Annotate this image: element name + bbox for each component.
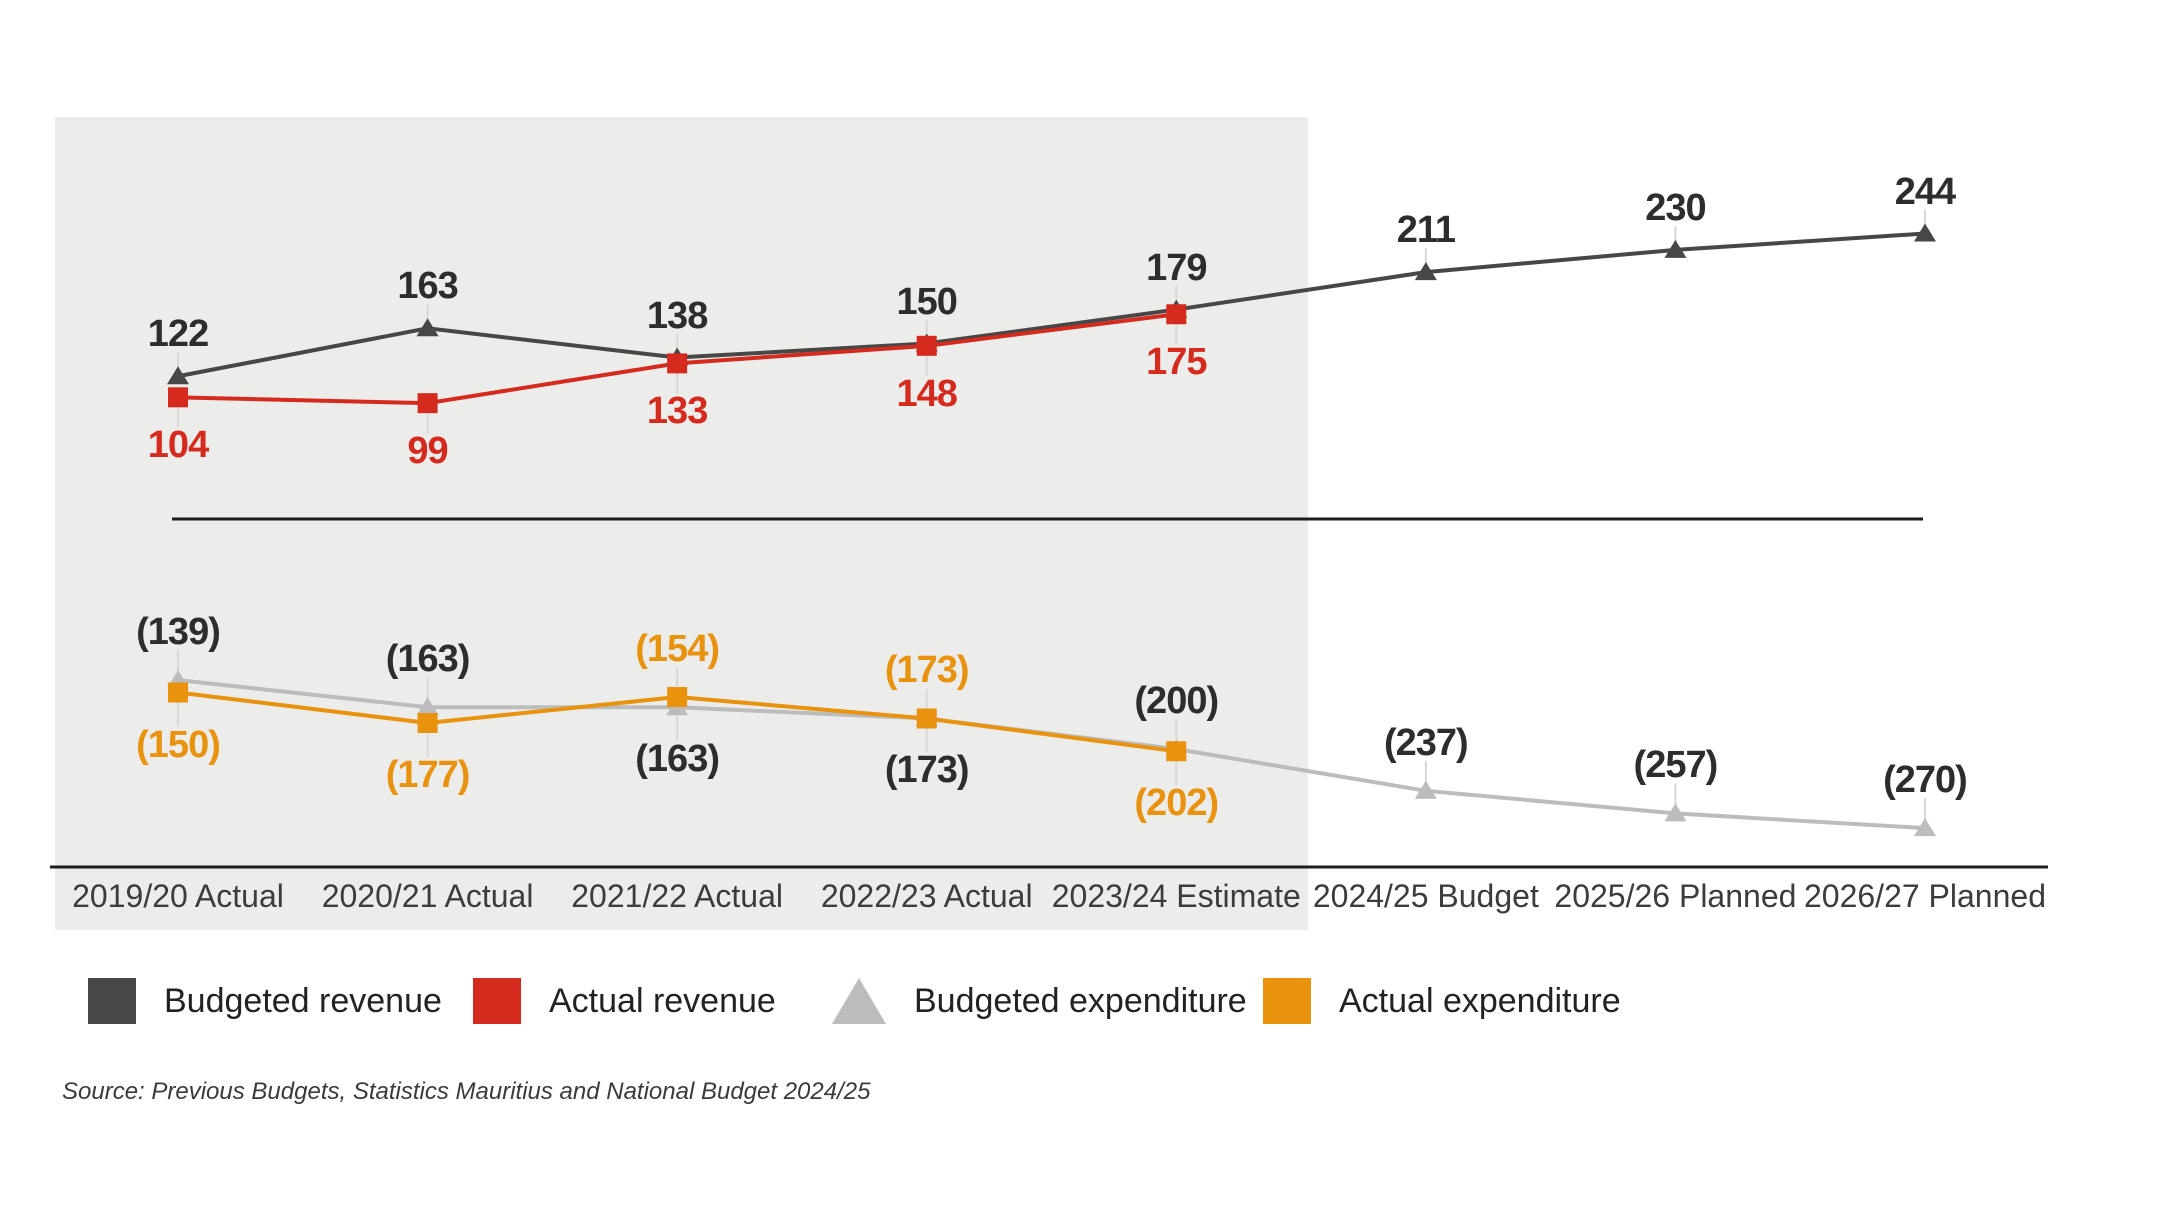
source-note: Source: Previous Budgets, Statistics Mau… bbox=[62, 1078, 871, 1105]
value-label: 150 bbox=[896, 280, 958, 323]
data-point-marker-triangle bbox=[1913, 223, 1936, 242]
data-point-marker-triangle bbox=[1664, 239, 1687, 258]
axis-label: 2023/24 Estimate bbox=[1051, 878, 1301, 914]
data-point-marker-triangle bbox=[1414, 780, 1437, 799]
value-label: (177) bbox=[385, 754, 471, 796]
value-label: 179 bbox=[1146, 246, 1207, 289]
data-point-marker-square bbox=[667, 353, 688, 374]
value-label: 148 bbox=[896, 372, 958, 415]
data-point-marker-triangle bbox=[416, 318, 439, 337]
value-label: (202) bbox=[1134, 782, 1219, 825]
square-swatch-icon bbox=[473, 978, 521, 1024]
value-label: 138 bbox=[646, 294, 708, 337]
value-label: (237) bbox=[1383, 721, 1469, 764]
legend-label: Budgeted expenditure bbox=[914, 981, 1247, 1020]
legend-label: Actual expenditure bbox=[1339, 981, 1621, 1020]
value-label: (173) bbox=[884, 649, 970, 692]
legend-item-budgeted-expenditure: Budgeted expenditure bbox=[832, 977, 1247, 1025]
triangle-swatch-icon bbox=[832, 978, 886, 1024]
value-label: 104 bbox=[147, 424, 209, 467]
data-point-marker-triangle bbox=[1664, 803, 1687, 822]
value-label: (270) bbox=[1883, 759, 1968, 802]
data-point-marker-square bbox=[1166, 741, 1187, 762]
legend-item-actual-expenditure: Actual expenditure bbox=[1263, 977, 1621, 1025]
data-point-marker-square bbox=[667, 687, 688, 708]
value-label: (163) bbox=[635, 738, 720, 781]
data-point-marker-triangle bbox=[416, 697, 439, 716]
historical-period-highlight bbox=[55, 117, 1308, 930]
legend-item-actual-revenue: Actual revenue bbox=[473, 977, 776, 1025]
data-point-marker-square bbox=[916, 708, 937, 729]
data-point-marker-square bbox=[1166, 304, 1187, 325]
data-point-marker-square bbox=[168, 387, 188, 408]
value-label: 163 bbox=[397, 265, 458, 308]
value-label: (200) bbox=[1134, 680, 1219, 722]
data-point-marker-triangle bbox=[1913, 818, 1936, 837]
axis-label: 2019/20 Actual bbox=[72, 878, 284, 914]
series-line-budgeted-revenue bbox=[177, 231, 1926, 379]
legend-item-budgeted-revenue: Budgeted revenue bbox=[88, 977, 442, 1025]
value-label: (139) bbox=[136, 611, 221, 654]
axis-label: 2021/22 Actual bbox=[571, 878, 783, 914]
data-point-marker-square bbox=[417, 713, 438, 734]
data-point-marker-triangle bbox=[167, 366, 189, 385]
data-point-marker-square bbox=[417, 393, 438, 414]
axis-label: 2022/23 Actual bbox=[820, 878, 1033, 914]
data-point-marker-square bbox=[916, 335, 937, 356]
data-point-marker-triangle bbox=[1414, 262, 1437, 281]
value-label: 230 bbox=[1645, 186, 1706, 229]
value-label: (154) bbox=[635, 628, 720, 671]
value-label: 175 bbox=[1146, 341, 1207, 384]
value-label: 122 bbox=[147, 313, 209, 356]
triangle-swatch-icon bbox=[88, 978, 136, 1024]
axis-label: 2024/25 Budget bbox=[1312, 878, 1539, 914]
axis-label: 2020/21 Actual bbox=[321, 878, 534, 914]
value-label: (150) bbox=[136, 723, 221, 766]
legend-label: Budgeted revenue bbox=[164, 981, 442, 1020]
value-label: 244 bbox=[1894, 170, 1956, 213]
legend-label: Actual revenue bbox=[549, 981, 776, 1020]
data-point-marker-square bbox=[168, 682, 188, 703]
axis-label: 2025/26 Planned bbox=[1554, 878, 1797, 914]
square-swatch-icon bbox=[1263, 978, 1311, 1024]
value-label: (173) bbox=[884, 749, 970, 792]
value-label: (163) bbox=[385, 638, 471, 681]
value-label: (257) bbox=[1633, 744, 1719, 787]
value-label: 211 bbox=[1396, 209, 1456, 252]
value-label: 99 bbox=[407, 430, 448, 473]
axis-label: 2026/27 Planned bbox=[1803, 878, 2046, 914]
value-label: 133 bbox=[646, 390, 708, 433]
